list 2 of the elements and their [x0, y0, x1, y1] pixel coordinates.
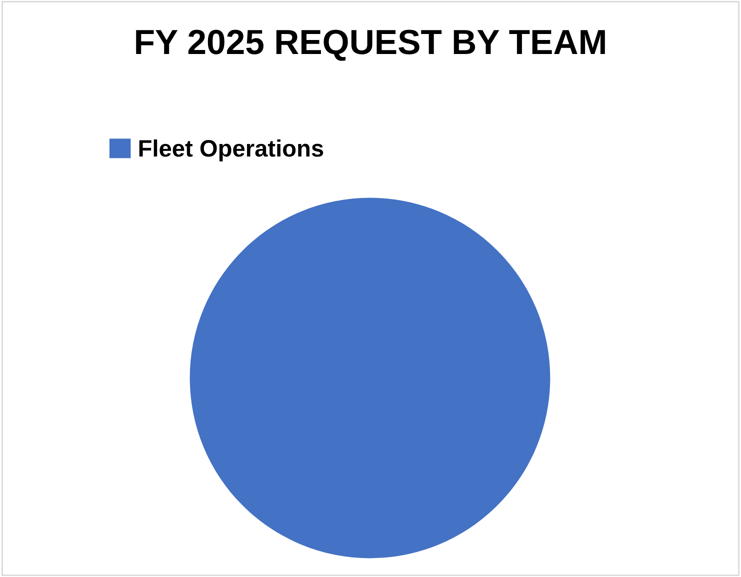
legend-label: Fleet Operations — [139, 139, 324, 162]
chart-title: FY 2025 REQUEST BY TEAM — [136, 30, 605, 61]
